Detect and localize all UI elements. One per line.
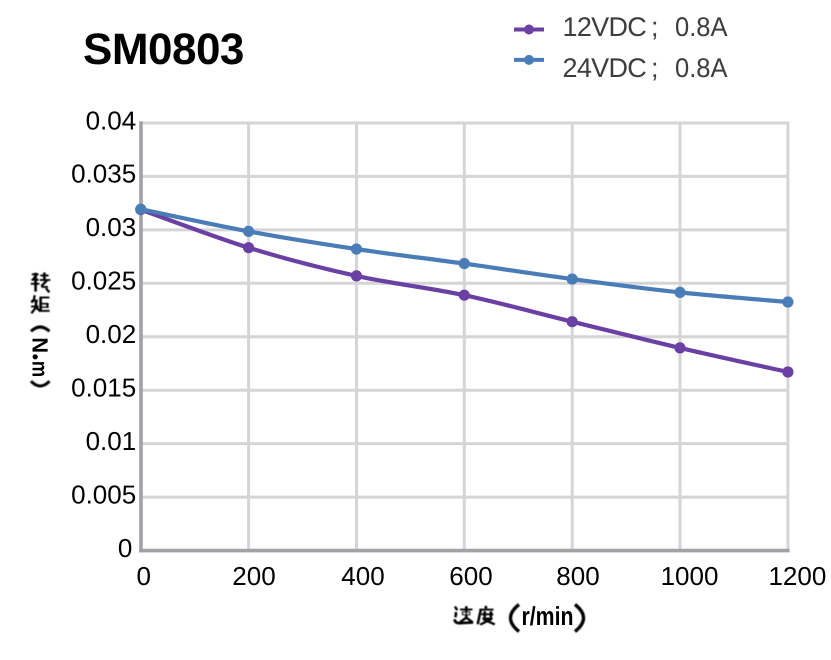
svg-text:N: N bbox=[28, 337, 53, 353]
svg-text:0.02: 0.02 bbox=[86, 319, 137, 349]
svg-text:0.8A: 0.8A bbox=[675, 53, 728, 83]
svg-text:m: m bbox=[28, 361, 53, 377]
svg-text:r/min: r/min bbox=[522, 601, 574, 631]
svg-text:0.01: 0.01 bbox=[86, 426, 137, 456]
svg-text:400: 400 bbox=[341, 561, 384, 591]
svg-text:0.03: 0.03 bbox=[86, 212, 137, 242]
svg-text:12VDC: 12VDC bbox=[563, 12, 647, 42]
svg-text:24VDC: 24VDC bbox=[563, 53, 647, 83]
svg-text:0.04: 0.04 bbox=[86, 105, 137, 135]
svg-text:0.8A: 0.8A bbox=[675, 12, 728, 42]
svg-text:0.005: 0.005 bbox=[71, 479, 136, 509]
svg-text:200: 200 bbox=[232, 561, 275, 591]
svg-text:800: 800 bbox=[556, 561, 599, 591]
svg-text:0: 0 bbox=[136, 561, 150, 591]
svg-text:0.015: 0.015 bbox=[71, 373, 136, 403]
svg-text:1200: 1200 bbox=[768, 561, 826, 591]
svg-text:0.025: 0.025 bbox=[71, 266, 136, 296]
svg-text:1000: 1000 bbox=[661, 561, 719, 591]
svg-text:;: ; bbox=[651, 53, 659, 83]
svg-text:600: 600 bbox=[449, 561, 492, 591]
svg-text:SM0803: SM0803 bbox=[83, 25, 244, 74]
svg-text:0.035: 0.035 bbox=[71, 159, 136, 189]
svg-text:;: ; bbox=[651, 12, 659, 42]
svg-text:0: 0 bbox=[118, 533, 132, 563]
